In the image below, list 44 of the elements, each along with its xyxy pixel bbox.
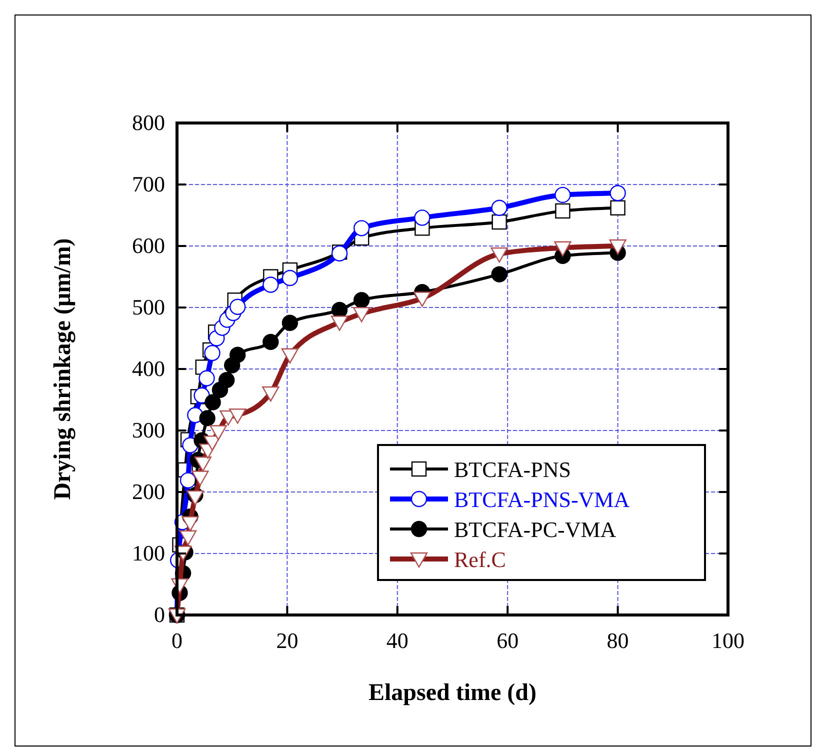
point — [180, 472, 196, 488]
point — [491, 200, 508, 216]
point — [282, 270, 298, 286]
point — [353, 220, 370, 236]
y-tick-label: 700 — [132, 172, 165, 196]
point — [230, 346, 246, 363]
point — [262, 276, 279, 293]
x-tick-label: 20 — [276, 628, 298, 653]
x-tick-label: 40 — [386, 628, 408, 653]
point — [610, 185, 626, 202]
legend-label: BTCFA-PNS-VMA — [454, 487, 630, 512]
point — [230, 298, 246, 315]
x-tick-label: 0 — [172, 628, 182, 653]
y-tick-label: 800 — [132, 110, 165, 135]
point — [218, 372, 235, 388]
y-tick-label: 0 — [154, 602, 165, 627]
legend-label: Ref.C — [454, 547, 506, 572]
point — [199, 410, 216, 426]
point — [204, 394, 221, 410]
legend-label: BTCFA-PNS — [454, 457, 571, 482]
point — [194, 387, 210, 404]
x-tick-label: 80 — [606, 628, 629, 653]
point — [610, 200, 626, 216]
y-tick-label: 600 — [132, 233, 165, 258]
point — [282, 314, 298, 331]
point — [414, 210, 430, 226]
y-tick-label: 500 — [132, 294, 165, 320]
point — [204, 344, 220, 362]
x-tick-label: 60 — [496, 628, 519, 653]
point — [492, 214, 507, 230]
point — [262, 334, 279, 350]
x-axis-title: Elapsed time (d) — [368, 680, 536, 706]
y-tick-label: 300 — [132, 418, 165, 442]
legend-label: BTCFA-PC-VMA — [454, 517, 616, 542]
y-axis-title: Drying shrinkage (μm/m) — [50, 238, 76, 500]
point — [554, 186, 571, 204]
y-tick-label: 100 — [132, 540, 165, 566]
x-tick-label: 100 — [712, 628, 744, 653]
point — [555, 203, 570, 219]
point — [353, 292, 370, 308]
y-tick-label: 400 — [132, 356, 165, 381]
point — [491, 266, 508, 282]
point — [198, 370, 215, 386]
y-tick-label: 200 — [132, 479, 165, 504]
